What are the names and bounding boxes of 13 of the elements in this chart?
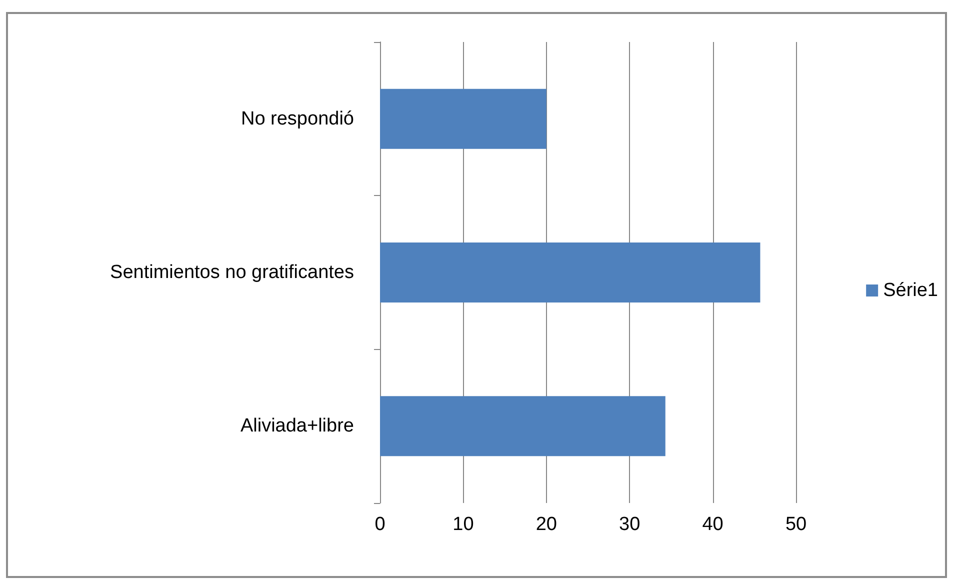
y-tick-label: No respondió bbox=[240, 108, 354, 130]
x-tick-label: 50 bbox=[785, 514, 807, 535]
legend-label: Série1 bbox=[883, 280, 938, 301]
y-tick-label: Aliviada+libre bbox=[240, 416, 354, 437]
bar bbox=[380, 88, 546, 149]
x-tick-label: 30 bbox=[619, 514, 640, 535]
y-tick-label: Sentimientos no gratificantes bbox=[110, 262, 354, 283]
x-tick-label: 20 bbox=[536, 514, 557, 535]
x-tick-label: 10 bbox=[452, 514, 474, 535]
x-tick-label: 40 bbox=[702, 514, 724, 535]
bar bbox=[380, 242, 760, 302]
bar bbox=[380, 396, 666, 456]
x-tick-label: 0 bbox=[374, 514, 386, 535]
